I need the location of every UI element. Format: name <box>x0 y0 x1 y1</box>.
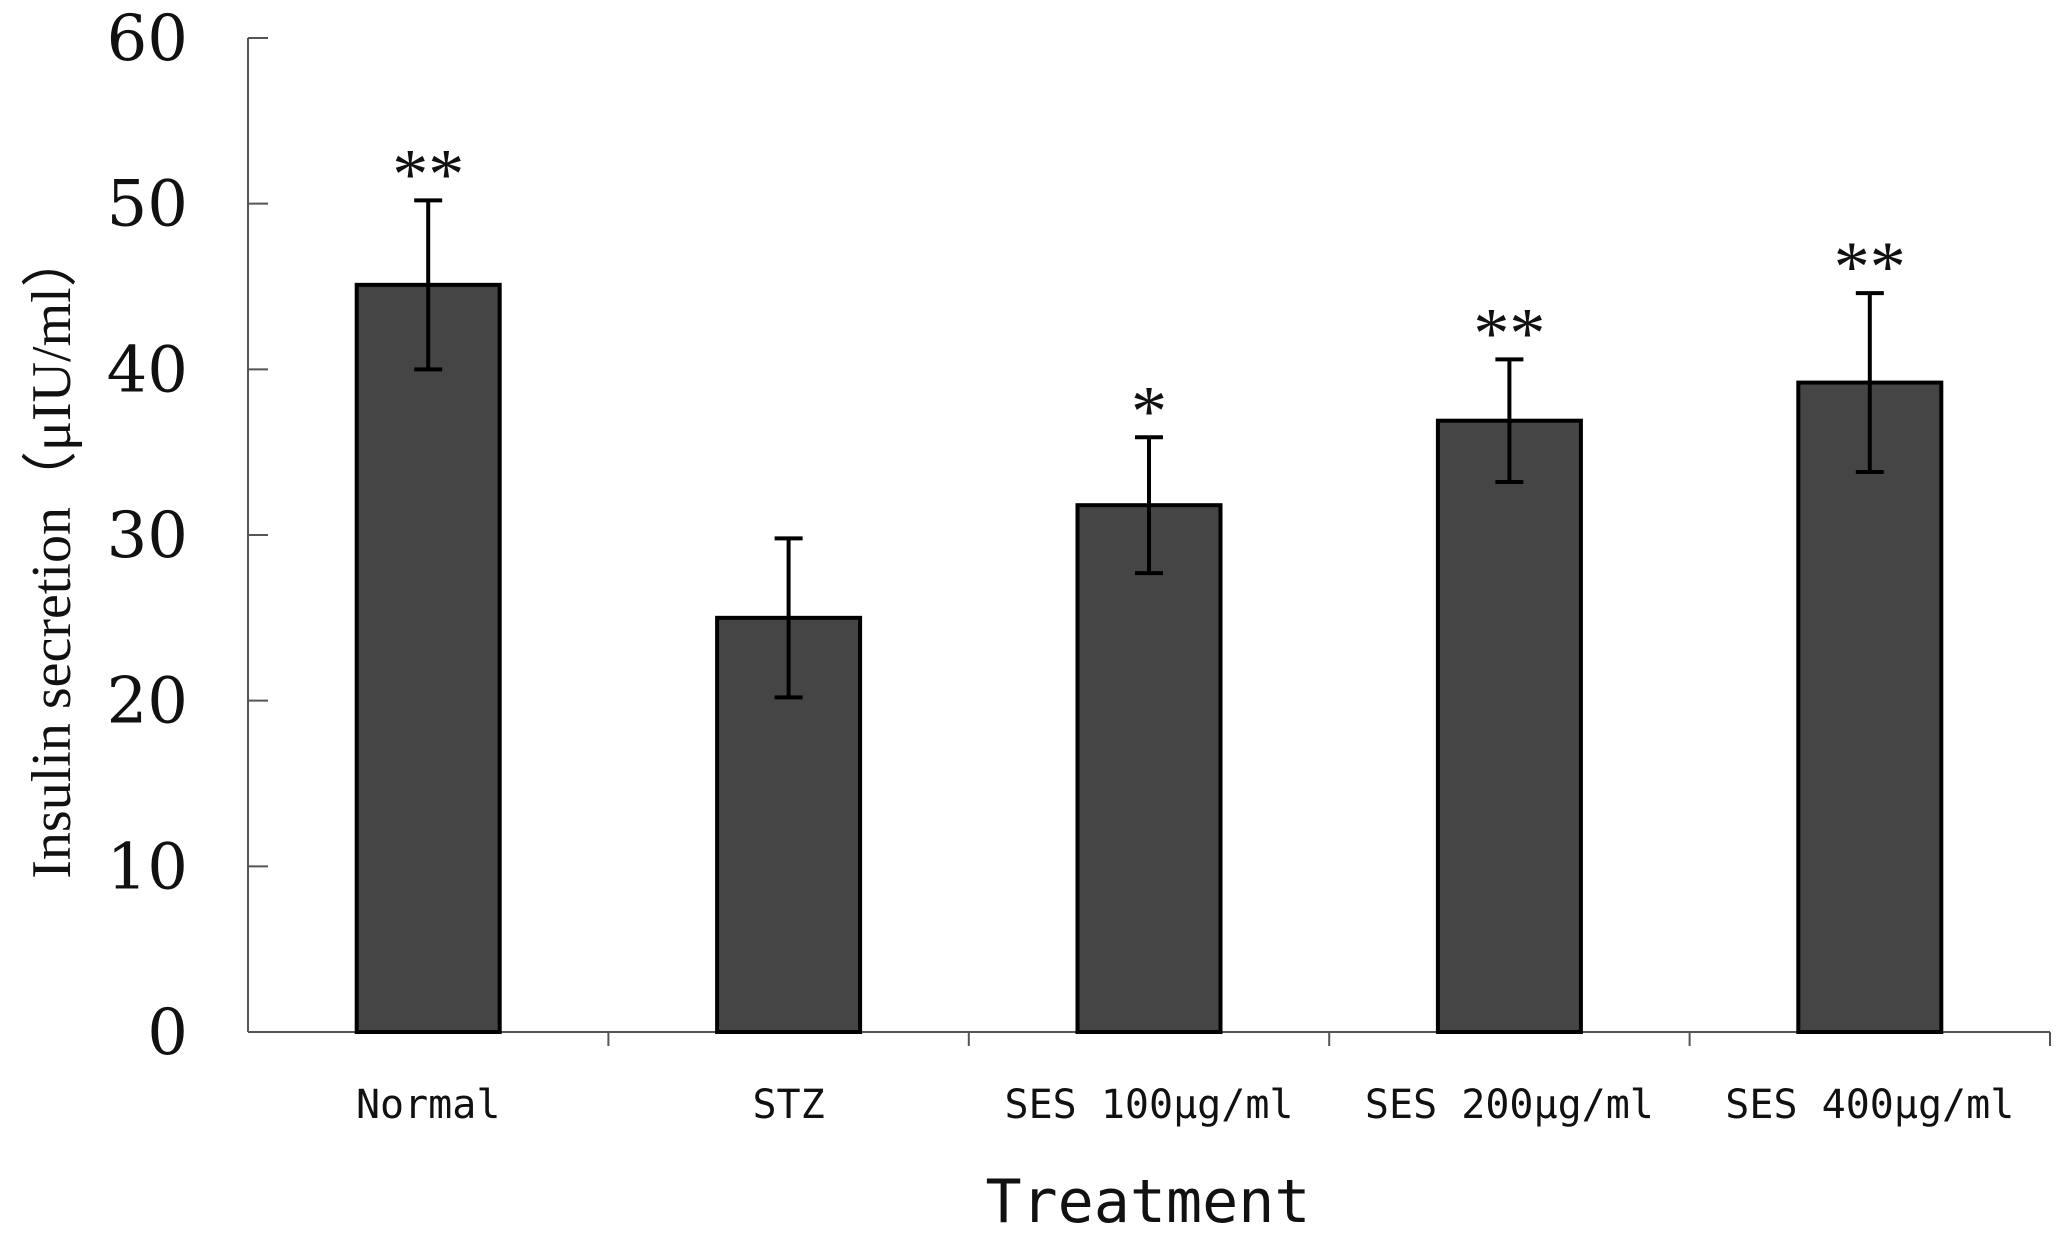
bar-0 <box>354 282 502 1034</box>
y-tick-label: 60 <box>107 2 188 76</box>
significance-marker: ** <box>1473 293 1545 373</box>
bar-2 <box>1075 503 1223 1034</box>
x-axis-label: Treatment <box>985 1167 1310 1237</box>
significance-marker: * <box>1131 371 1167 451</box>
bar-4 <box>1796 380 1944 1034</box>
category-label: Normal <box>356 1082 501 1128</box>
bar-3 <box>1435 418 1583 1034</box>
y-tick-label: 40 <box>107 333 188 407</box>
category-label: SES 400μg/ml <box>1725 1082 2014 1128</box>
y-tick-label: 0 <box>147 996 188 1070</box>
y-tick-label: 20 <box>107 665 188 739</box>
category-label: STZ <box>752 1082 824 1128</box>
significance-marker: ** <box>392 134 464 214</box>
axes: 0 10 20 30 40 50 60 <box>107 2 2051 1070</box>
error-bars <box>414 198 1884 700</box>
y-axis-label: Insulin secretion（μIU/ml） <box>21 231 83 878</box>
y-tick-label: 50 <box>107 168 188 242</box>
category-label: SES 100μg/ml <box>1005 1082 1294 1128</box>
y-tick-label: 30 <box>107 499 188 573</box>
labels: ** Normal STZ * SES 100μg/ml ** SES 200μg/ml **… <box>356 134 2014 1128</box>
y-tick-label: 10 <box>107 830 188 904</box>
significance-marker: ** <box>1834 227 1906 307</box>
category-label: SES 200μg/ml <box>1365 1082 1654 1128</box>
